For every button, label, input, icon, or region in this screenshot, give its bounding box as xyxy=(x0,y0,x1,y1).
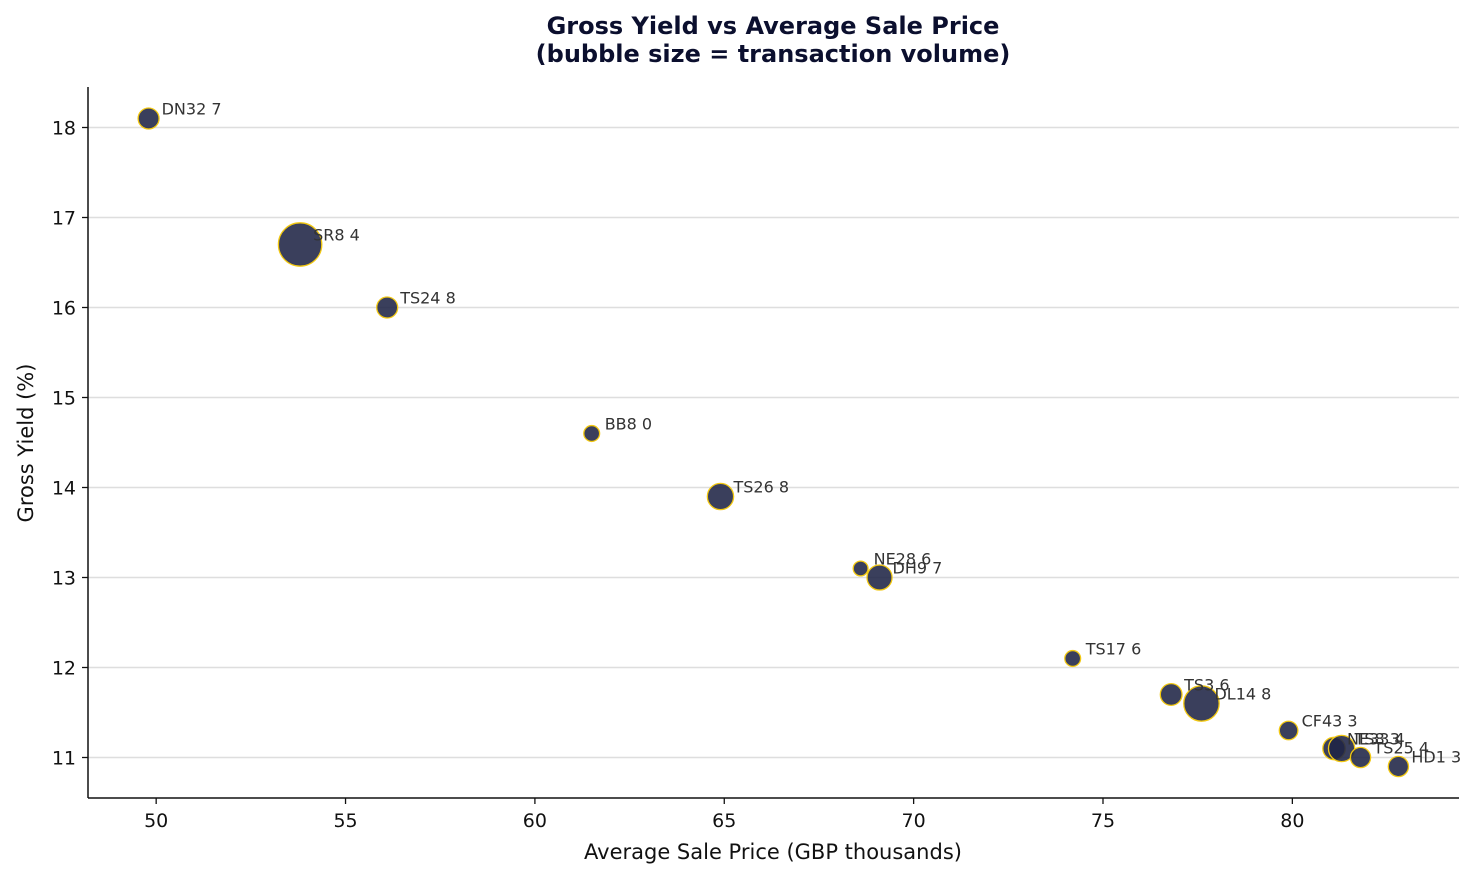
bubble-label: TS24 8 xyxy=(399,289,456,308)
y-tick-label: 13 xyxy=(52,568,76,590)
bubble xyxy=(866,564,893,591)
y-tick-label: 14 xyxy=(52,478,76,500)
x-tick-label: 80 xyxy=(1280,810,1304,832)
bubble xyxy=(852,560,869,577)
y-tick-label: 17 xyxy=(52,208,76,230)
bubble-label: NE33 4 xyxy=(1347,730,1405,749)
bubble xyxy=(1064,649,1082,668)
bubble xyxy=(1159,683,1183,706)
bubble-label: DH9 7 xyxy=(893,559,943,578)
x-tick-label: 70 xyxy=(902,810,926,832)
bubble xyxy=(706,482,735,511)
bubble xyxy=(1387,755,1410,778)
bubble-label: NE28 6 xyxy=(874,550,932,569)
bubbles xyxy=(137,107,1410,778)
bubble-label: TS3 6 xyxy=(1183,676,1229,695)
y-tick-label: 18 xyxy=(52,118,76,140)
grid-lines xyxy=(88,126,1459,759)
bubble-label: SR8 4 xyxy=(313,226,360,245)
x-tick-label: 65 xyxy=(712,810,736,832)
bubble xyxy=(137,107,160,130)
bubble xyxy=(1349,746,1372,769)
bubble-label: BB8 0 xyxy=(605,415,652,434)
y-tick-label: 12 xyxy=(52,658,76,680)
x-axis-label: Average Sale Price (GBP thousands) xyxy=(584,840,962,864)
chart-title: Gross Yield vs Average Sale Price xyxy=(547,12,1000,40)
x-axis-ticks: 50 55 60 65 70 75 80 xyxy=(144,798,1304,832)
bubble xyxy=(1278,720,1299,741)
y-axis-label: Gross Yield (%) xyxy=(14,364,38,523)
bubble-label: DN32 7 xyxy=(162,100,222,119)
bubble-label: TS25 4 xyxy=(1373,739,1430,758)
bubble xyxy=(376,296,399,319)
y-tick-label: 11 xyxy=(52,748,76,770)
x-tick-label: 55 xyxy=(333,810,357,832)
x-tick-label: 60 xyxy=(523,810,547,832)
bubble-label: TS17 6 xyxy=(1085,640,1142,659)
bubble xyxy=(1183,685,1220,722)
x-tick-label: 50 xyxy=(144,810,168,832)
bubble-label: DL14 8 xyxy=(1214,685,1271,704)
bubble-label: CF43 3 xyxy=(1302,712,1358,731)
y-tick-label: 16 xyxy=(52,298,76,320)
chart-subtitle: (bubble size = transaction volume) xyxy=(536,40,1011,68)
x-tick-label: 75 xyxy=(1091,810,1115,832)
bubble-label: TS26 8 xyxy=(732,478,789,497)
bubble xyxy=(583,424,601,443)
bubble xyxy=(277,222,323,267)
bubble-label: TS8 3 xyxy=(1354,730,1400,749)
y-tick-label: 15 xyxy=(52,388,76,410)
y-axis-ticks: 11 12 13 14 15 16 17 18 xyxy=(52,118,88,770)
bubble-label: HD1 3 xyxy=(1411,748,1461,767)
